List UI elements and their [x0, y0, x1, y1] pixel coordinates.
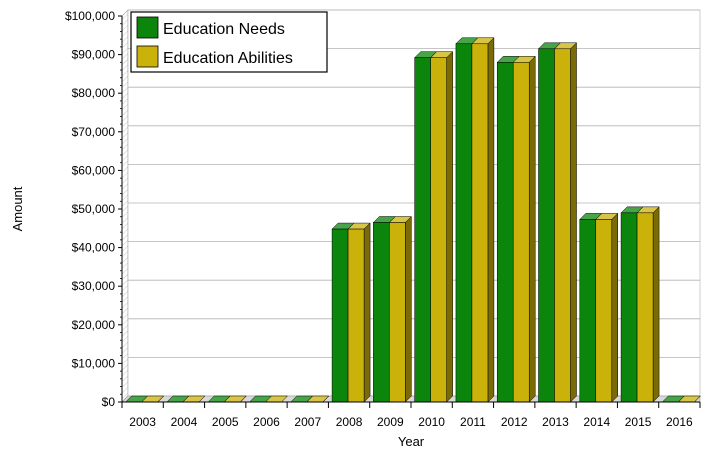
legend-box [130, 11, 328, 73]
bars [125, 37, 701, 403]
x-axis-title: Year [398, 434, 425, 449]
bar-education-abilities-2008 [347, 222, 371, 403]
bar-education-abilities-2016 [677, 395, 701, 403]
bar-education-abilities-2010 [430, 51, 454, 403]
legend: Education Needs Education Abilities [130, 11, 328, 73]
x-tick-label: 2005 [212, 415, 239, 429]
x-tick-label: 2016 [666, 415, 693, 429]
x-tick-label: 2011 [460, 415, 486, 429]
y-tick-label: $70,000 [72, 125, 116, 139]
x-tick-label: 2009 [377, 415, 404, 429]
y-tick-label: $10,000 [72, 356, 116, 370]
x-tick-label: 2013 [542, 415, 569, 429]
legend-swatch-education-needs [136, 16, 159, 39]
bar-education-abilities-2013 [553, 42, 578, 403]
y-tick-label: $100,000 [65, 9, 115, 23]
x-tick-label: 2003 [129, 415, 156, 429]
x-tick-label: 2007 [294, 415, 321, 429]
y-tick-label: $0 [102, 395, 116, 409]
y-tick-label: $20,000 [72, 318, 116, 332]
legend-swatch-education-abilities [136, 45, 159, 68]
y-tick-label: $40,000 [72, 241, 116, 255]
x-tick-label: 2008 [336, 415, 363, 429]
x-axis-ticks: 2003 2004 2005 2006 2007 2008 2009 2010 2011 2012… [121, 402, 701, 429]
y-tick-label: $60,000 [72, 163, 116, 177]
x-tick-label: 2010 [418, 415, 445, 429]
bar-education-abilities-2011 [471, 37, 495, 403]
bar-education-abilities-2014 [595, 212, 619, 403]
x-tick-label: 2004 [171, 415, 198, 429]
y-axis-ticks: $0 $10,000 $20,000 $30,000 $40,000 $50,000 $60… [65, 9, 122, 409]
x-tick-label: 2014 [583, 415, 610, 429]
y-axis-title: Amount [10, 186, 25, 231]
y-tick-label: $90,000 [72, 48, 116, 62]
x-tick-label: 2012 [501, 415, 528, 429]
y-tick-label: $80,000 [72, 86, 116, 100]
bar-education-abilities-2015 [636, 206, 660, 403]
legend-label-education-needs: Education Needs [163, 21, 285, 38]
x-tick-label: 2015 [625, 415, 652, 429]
bar-education-abilities-2012 [512, 55, 536, 403]
legend-label-education-abilities: Education Abilities [163, 50, 293, 67]
side-wall [121, 9, 129, 403]
y-tick-label: $30,000 [72, 279, 116, 293]
bar-education-abilities-2009 [388, 215, 412, 403]
y-tick-label: $50,000 [72, 202, 116, 216]
x-tick-label: 2006 [253, 415, 280, 429]
